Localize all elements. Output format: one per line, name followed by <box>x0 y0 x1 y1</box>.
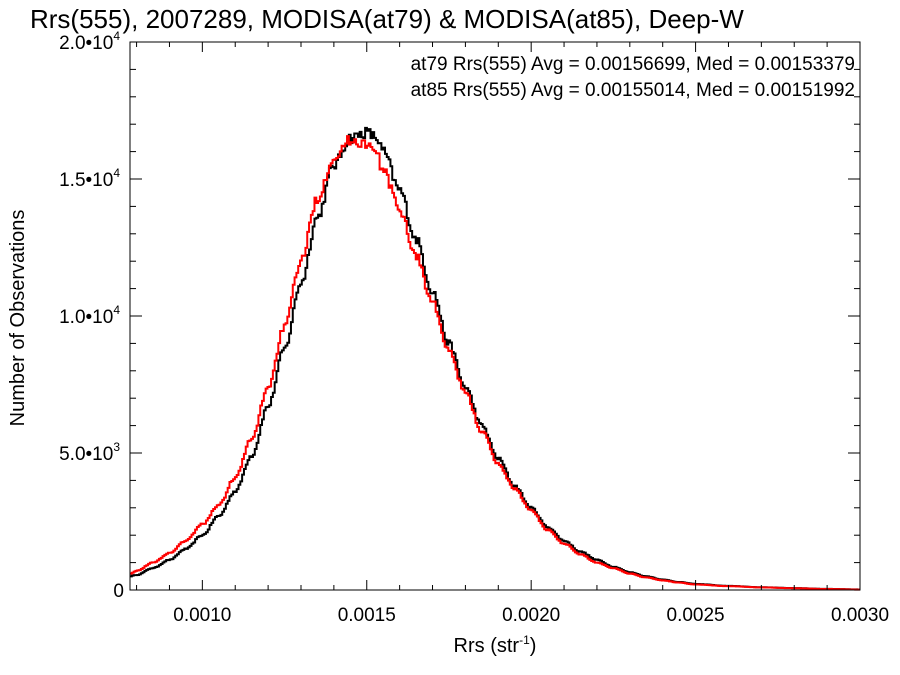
y-tick-exponent: 4 <box>113 166 120 180</box>
x-axis-label-suffix: ) <box>530 635 537 657</box>
y-tick-exponent: 4 <box>113 29 120 43</box>
x-tick-label: 0.0010 <box>173 605 231 626</box>
y-tick-mantissa: 1.0•10 <box>59 307 113 328</box>
x-tick-label: 0.0030 <box>831 605 889 626</box>
x-tick-label: 0.0020 <box>502 605 560 626</box>
y-tick-label: 5.0•103 <box>59 440 120 465</box>
y-tick-label: 1.0•104 <box>59 303 120 328</box>
y-tick-mantissa: 5.0•10 <box>59 444 113 465</box>
y-tick-mantissa: 2.0•10 <box>59 33 113 54</box>
y-tick-label: 0 <box>113 581 124 602</box>
x-axis-label-text: Rrs (str <box>454 635 520 657</box>
x-tick-label: 0.0025 <box>667 605 725 626</box>
y-axis-label: Number of Observations <box>7 210 29 427</box>
series-layer <box>130 126 860 591</box>
annotation-at85: at85 Rrs(555) Avg = 0.00155014, Med = 0.… <box>411 80 855 101</box>
x-axis-label: Rrs (str-1) <box>454 633 537 657</box>
y-tick-label: 2.0•104 <box>59 29 120 54</box>
histogram-series-line-2 <box>130 135 860 591</box>
y-tick-mantissa: 0 <box>113 581 124 602</box>
chart-title: Rrs(555), 2007289, MODISA(at79) & MODISA… <box>30 4 744 34</box>
axes-layer: 0.0010 0.0015 0.0020 0.0025 0.0030 0 5.0•103 1.… <box>59 29 889 626</box>
y-tick-exponent: 3 <box>113 440 120 454</box>
y-tick-label: 1.5•104 <box>59 166 120 191</box>
x-tick-label: 0.0015 <box>338 605 396 626</box>
y-tick-exponent: 4 <box>113 303 120 317</box>
y-tick-mantissa: 1.5•10 <box>59 170 113 191</box>
annotation-at79: at79 Rrs(555) Avg = 0.00156699, Med = 0.… <box>411 54 855 75</box>
x-axis-label-exponent: -1 <box>519 633 530 647</box>
